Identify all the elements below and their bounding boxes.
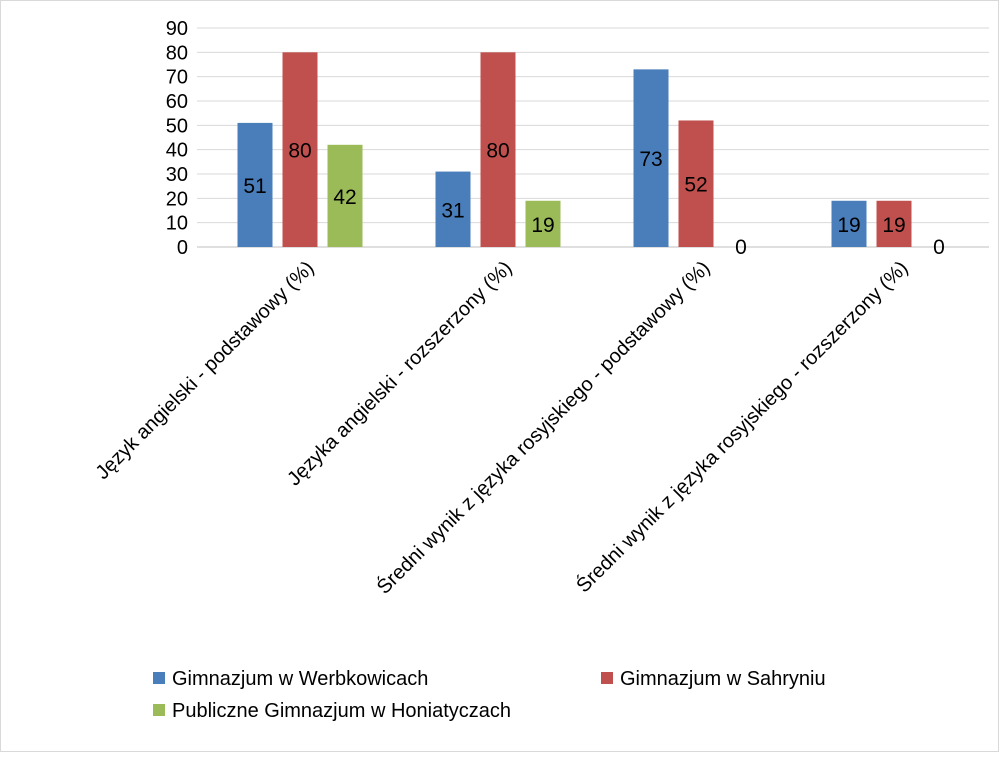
- bar: [831, 200, 867, 247]
- bar: [480, 52, 516, 248]
- y-tick-label: 0: [177, 237, 188, 259]
- bar: [876, 200, 912, 247]
- legend-entry: Publiczne Gimnazjum w Honiatyczach: [172, 700, 511, 722]
- data-label: 80: [288, 140, 311, 163]
- y-tick-label: 10: [166, 213, 188, 235]
- legend-swatch: [601, 672, 613, 684]
- data-label: 0: [735, 236, 747, 259]
- bar: [327, 144, 363, 247]
- category-label: Języka angielski - rozszerzony (%): [283, 257, 516, 490]
- data-label: 52: [684, 174, 707, 197]
- y-tick-label: 30: [166, 164, 188, 186]
- bar: [525, 200, 561, 247]
- data-labels: 51 80 42 31 80 19 73 52 0 19 19 0: [243, 140, 945, 259]
- bars: [237, 52, 912, 248]
- category-label: Język angielski - podstawowy (%): [92, 257, 319, 484]
- legend-entry: Gimnazjum w Sahryniu: [620, 668, 826, 690]
- y-tick-label: 90: [166, 18, 188, 40]
- bar: [282, 52, 318, 248]
- data-label: 19: [837, 214, 860, 237]
- data-label: 80: [486, 140, 509, 163]
- y-tick-label: 60: [166, 91, 188, 113]
- legend-entry: Gimnazjum w Werbkowicach: [172, 668, 428, 690]
- y-tick-label: 70: [166, 67, 188, 89]
- category-label: Średni wynik z języka rosyjskiego - rozs…: [571, 256, 913, 598]
- category-label: Średni wynik z języka rosyjskiego - pods…: [371, 256, 714, 599]
- data-label: 42: [333, 186, 356, 209]
- y-tick-label: 50: [166, 115, 188, 137]
- data-label: 73: [639, 148, 662, 171]
- data-label: 51: [243, 175, 266, 198]
- data-label: 0: [933, 236, 945, 259]
- data-label: 19: [531, 214, 554, 237]
- y-tick-label: 80: [166, 42, 188, 64]
- legend: Gimnazjum w Werbkowicach Gimnazjum w Sahr…: [153, 668, 826, 722]
- bar: [435, 171, 471, 247]
- legend-swatch: [153, 704, 165, 716]
- y-tick-label: 40: [166, 140, 188, 162]
- y-tick-label: 20: [166, 188, 188, 210]
- data-label: 19: [882, 214, 905, 237]
- data-label: 31: [441, 199, 464, 222]
- bar: [633, 69, 669, 247]
- category-labels: Język angielski - podstawowy (%)Języka a…: [92, 256, 913, 599]
- bar: [237, 122, 273, 247]
- bar: [678, 120, 714, 247]
- legend-swatch: [153, 672, 165, 684]
